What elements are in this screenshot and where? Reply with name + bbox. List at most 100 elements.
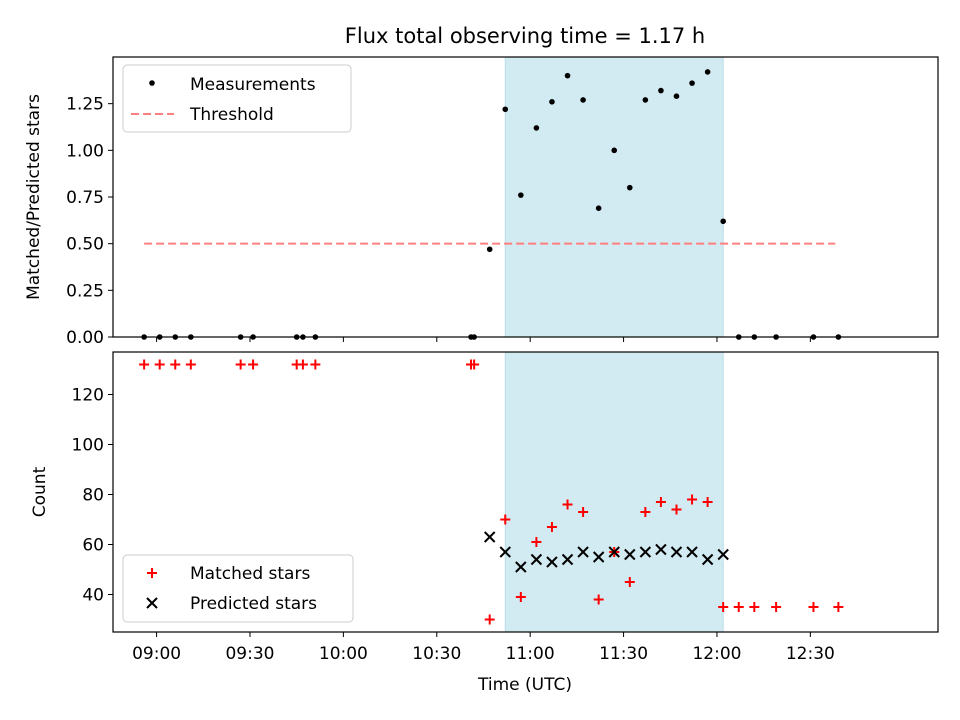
bottom-y-ticks: 40 60 80 100 120 — [72, 386, 113, 606]
measurement-point — [595, 205, 602, 211]
matched-star-point — [749, 602, 760, 612]
legend-label-predicted-stars: Predicted stars — [190, 594, 317, 614]
predicted-star-marker-b — [577, 546, 589, 558]
predicted-star-point — [670, 546, 683, 558]
matched-star-point — [297, 359, 308, 370]
bottom-x-tick-label: 12:30 — [786, 644, 835, 664]
top-y-tick-label: 0.75 — [66, 188, 104, 208]
bottom-y-tick-label: 80 — [82, 486, 104, 506]
predicted-star-point — [483, 531, 496, 543]
predicted-star-marker-b — [561, 553, 574, 566]
bottom-x-tick-label: 10:30 — [412, 644, 461, 664]
bottom-shaded-span — [504, 351, 724, 633]
predicted-star-marker-b — [624, 548, 636, 561]
predicted-star-marker-b — [515, 561, 527, 573]
legend-marker-predicted-stars — [146, 597, 158, 609]
matched-star-point — [154, 359, 165, 370]
legend-marker-measurements — [149, 80, 155, 86]
bottom-shaded-span-layer — [504, 351, 724, 633]
measurement-point — [689, 80, 695, 86]
bottom-y-tick-label: 100 — [72, 436, 104, 456]
matched-star-point — [248, 359, 259, 370]
predicted-star-point — [717, 548, 729, 561]
predicted-star-marker-b — [717, 548, 729, 561]
predicted-star-marker-b — [546, 556, 558, 568]
measurement-point — [533, 125, 540, 131]
top-y-ticks: 0.00 0.25 0.50 0.75 1.00 1.25 — [66, 95, 113, 348]
predicted-star-marker-b — [686, 546, 698, 558]
top-legend: Measurements Threshold — [122, 64, 352, 133]
legend-label-matched-stars: Matched stars — [190, 564, 310, 584]
legend-marker-matched-stars — [147, 568, 157, 578]
matched-star-point — [562, 499, 573, 510]
predicted-star-marker-b — [592, 551, 605, 563]
matched-star-point — [515, 592, 526, 602]
predicted-star-point — [624, 548, 636, 561]
matched-star-point — [702, 497, 713, 507]
measurement-point — [673, 93, 680, 99]
matched-star-point — [500, 514, 511, 525]
top-legend-frame — [122, 64, 352, 133]
predicted-star-point — [561, 553, 574, 566]
predicted-star-point — [686, 546, 698, 558]
top-x-ticks — [156, 337, 811, 342]
bottom-y-axis-label: Count — [30, 466, 50, 517]
predicted-star-point — [577, 546, 589, 558]
bottom-x-tick-label: 12:00 — [692, 644, 741, 664]
matched-star-point — [808, 602, 819, 612]
measurement-point — [580, 97, 586, 103]
matched-star-point — [170, 359, 181, 370]
measurement-point — [720, 218, 726, 225]
bottom-x-tick-label: 09:00 — [132, 644, 181, 664]
predicted-star-point — [592, 551, 605, 563]
predicted-star-marker-b — [483, 531, 496, 543]
predicted-star-point — [639, 546, 652, 558]
bottom-matched-layer — [139, 359, 844, 625]
predicted-star-point — [546, 556, 558, 568]
matched-star-point — [469, 359, 480, 370]
bottom-legend: Matched stars Predicted stars — [122, 554, 354, 623]
matched-star-point — [655, 497, 666, 507]
bottom-legend-frame — [122, 554, 354, 623]
matched-star-point — [546, 522, 557, 532]
predicted-star-point — [530, 553, 543, 566]
measurement-point — [486, 246, 493, 253]
top-y-tick-label: 1.00 — [66, 141, 104, 161]
predicted-star-point — [515, 561, 527, 573]
predicted-star-marker-b — [530, 553, 543, 566]
predicted-star-point — [608, 546, 620, 558]
bottom-y-tick-label: 60 — [82, 536, 104, 556]
measurement-point — [549, 99, 555, 105]
top-y-tick-label: 0.25 — [66, 281, 104, 301]
bottom-predicted-layer — [483, 531, 729, 573]
matched-star-point — [235, 359, 246, 370]
matched-star-point — [484, 614, 495, 625]
measurement-point — [611, 147, 618, 154]
matched-star-point — [624, 577, 635, 587]
top-y-tick-label: 0.00 — [66, 328, 104, 348]
predicted-star-marker-b — [701, 553, 714, 566]
measurement-point — [626, 184, 633, 191]
measurement-point — [518, 192, 524, 198]
matched-star-point — [718, 602, 729, 612]
matched-star-point — [531, 537, 542, 547]
measurement-point — [502, 106, 509, 113]
predicted-star-point — [655, 543, 667, 556]
matched-star-point — [640, 507, 651, 517]
top-y-axis-label: Matched/Predicted stars — [24, 94, 44, 300]
bottom-plot-frame — [112, 351, 939, 633]
legend-label-threshold: Threshold — [189, 105, 274, 125]
measurement-point — [704, 69, 711, 75]
predicted-star-point — [499, 546, 511, 558]
top-panel: 0.00 0.25 0.50 0.75 1.00 1.25 Matched/Predict… — [24, 56, 939, 348]
bottom-y-tick-label: 40 — [82, 586, 104, 606]
bottom-x-tick-label: 09:30 — [225, 644, 274, 664]
legend-label-measurements: Measurements — [190, 75, 316, 95]
top-y-tick-label: 1.25 — [66, 95, 104, 115]
predicted-star-marker-b — [608, 546, 620, 558]
bottom-x-tick-label: 11:00 — [506, 644, 555, 664]
measurement-point — [564, 72, 571, 79]
predicted-star-marker-b — [499, 546, 511, 558]
x-axis-label: Time (UTC) — [477, 675, 572, 695]
matched-star-point — [833, 602, 844, 612]
